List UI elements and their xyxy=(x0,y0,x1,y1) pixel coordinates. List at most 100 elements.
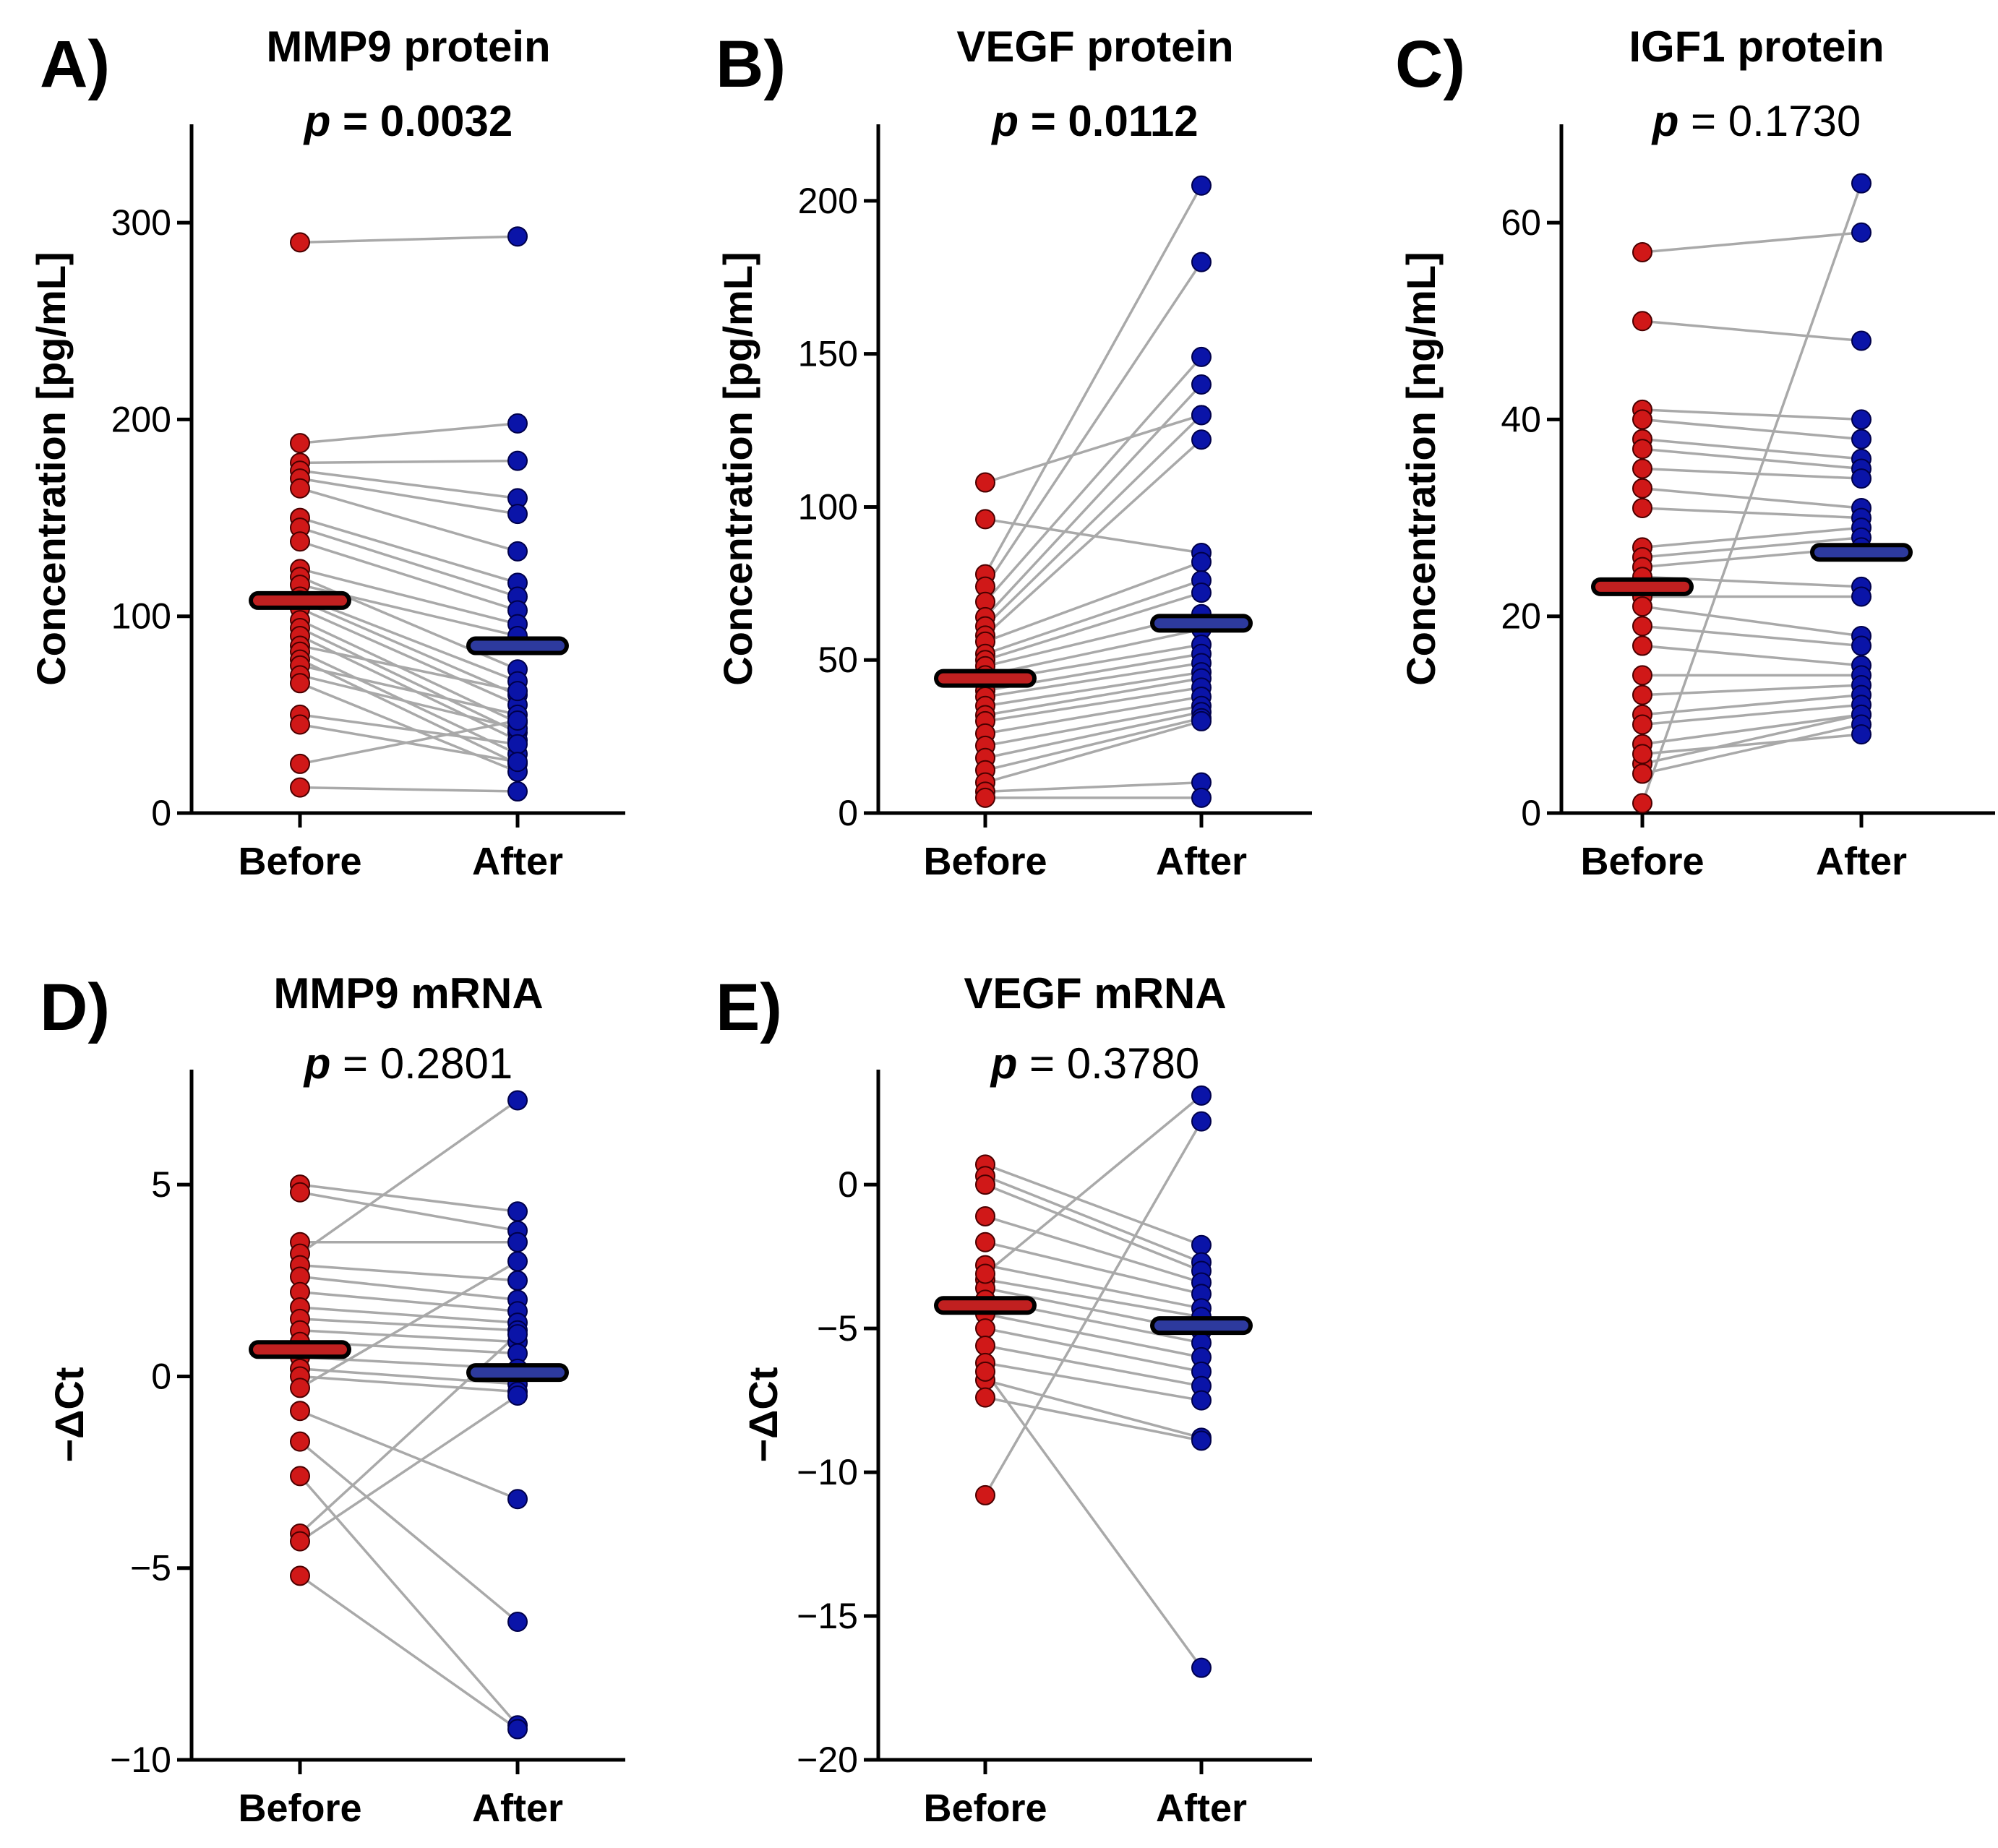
y-axis-label: −ΔCt xyxy=(740,1367,786,1462)
p-symbol: p xyxy=(303,1039,331,1088)
pair-connector-line xyxy=(299,599,518,697)
pair-connector-line xyxy=(985,1278,1202,1318)
y-tick-label: 0 xyxy=(1521,793,1541,833)
before-point xyxy=(290,777,310,798)
p-value: p = 0.2801 xyxy=(303,1039,513,1088)
before-point xyxy=(1632,439,1652,460)
after-point xyxy=(1191,1085,1212,1106)
pair-connector-line xyxy=(985,1362,1202,1402)
pair-connector-line xyxy=(299,422,518,444)
pair-connector-line xyxy=(985,710,1202,760)
after-point xyxy=(507,541,528,562)
p-symbol: p xyxy=(990,1039,1018,1088)
before-point xyxy=(290,673,310,694)
pair-connector-line xyxy=(299,627,518,734)
y-tick-label: −5 xyxy=(130,1548,171,1589)
pair-connector-line xyxy=(1642,418,1862,441)
y-tick-label: 100 xyxy=(798,486,858,527)
y-axis-label: Concentration [pg/mL] xyxy=(715,252,760,685)
after-point xyxy=(507,734,528,755)
pair-connector-line xyxy=(299,1329,518,1344)
after-point xyxy=(1191,1111,1212,1132)
before-point xyxy=(975,1336,995,1356)
pair-connector-line xyxy=(985,628,1202,677)
pair-connector-line xyxy=(985,561,1202,643)
panel-letter: E) xyxy=(716,971,782,1044)
y-tick-label: 5 xyxy=(151,1164,171,1205)
after-point xyxy=(1191,429,1212,450)
panel-d: D) MMP9 mRNA p = 0.2801 −ΔCt −10 −5 0 5 Before Af… xyxy=(40,969,625,1830)
before-point xyxy=(975,509,995,530)
panel-a: A) MMP9 protein p = 0.0032 Concentration [p… xyxy=(28,22,625,883)
pair-connector-line xyxy=(985,1327,1202,1373)
pair-connector-line xyxy=(985,413,1202,484)
before-point xyxy=(290,1466,310,1487)
pair-connector-line xyxy=(984,438,1203,637)
before-point xyxy=(290,1431,310,1452)
pair-connector-line xyxy=(985,781,1202,794)
pair-connector-line xyxy=(985,1163,1202,1247)
p-value-text: = 0.2801 xyxy=(330,1039,513,1088)
y-axis-label: Concentration [ng/mL] xyxy=(1398,252,1444,685)
p-value-text: = 0.1730 xyxy=(1678,97,1861,145)
before-point xyxy=(975,472,995,493)
before-point xyxy=(1632,763,1652,784)
pair-connector-line xyxy=(299,713,518,746)
pair-connector-line xyxy=(985,1263,1202,1310)
after-point xyxy=(507,1612,528,1632)
after-point xyxy=(1191,175,1212,196)
pair-connector-line xyxy=(984,414,1203,627)
pair-connector-line xyxy=(299,644,518,692)
x-category-label: Before xyxy=(238,840,361,883)
y-tick-label: 150 xyxy=(798,334,858,374)
pair-connector-line xyxy=(984,1120,1203,1496)
pair-connector-line xyxy=(299,1375,518,1393)
before-point xyxy=(975,1361,995,1382)
p-value-text: = 0.3780 xyxy=(1017,1039,1199,1088)
pair-connector-line xyxy=(299,459,518,465)
before-point xyxy=(290,232,310,253)
pair-connector-line xyxy=(984,184,1203,575)
before-point xyxy=(975,1206,995,1226)
pair-connector-line xyxy=(1642,713,1862,746)
pair-connector-line xyxy=(984,1094,1203,1275)
pair-connector-line xyxy=(299,526,518,598)
pair-connector-line xyxy=(299,1191,518,1232)
pair-connector-line xyxy=(299,1574,519,1730)
after-point xyxy=(507,1719,528,1740)
pair-connector-line xyxy=(1642,624,1862,648)
pair-connector-line xyxy=(299,1440,519,1623)
pair-connector-line xyxy=(1642,703,1862,726)
pair-connector-line xyxy=(985,720,1202,784)
after-point xyxy=(1191,374,1212,395)
before-point xyxy=(975,1318,995,1339)
before-point xyxy=(975,1263,995,1284)
pair-connector-line xyxy=(985,1215,1202,1284)
pair-connector-line xyxy=(299,682,518,773)
x-category-label: After xyxy=(1816,840,1907,883)
y-tick-label: 50 xyxy=(818,640,858,680)
panel-letter: D) xyxy=(40,971,110,1044)
pair-connector-line xyxy=(1642,713,1862,765)
after-point xyxy=(1851,468,1871,489)
before-point xyxy=(1632,616,1652,637)
pair-connector-line xyxy=(985,695,1202,735)
pair-connector-line xyxy=(299,516,518,585)
before-point xyxy=(1632,684,1652,705)
pair-connector-line xyxy=(985,716,1202,772)
y-tick-label: 40 xyxy=(1501,399,1541,439)
pair-connector-line xyxy=(1641,183,1863,804)
p-value-text: = 0.0032 xyxy=(330,97,513,145)
pair-connector-line xyxy=(984,261,1203,588)
before-point xyxy=(1632,478,1652,499)
after-point xyxy=(1191,710,1212,731)
after-point xyxy=(507,1201,528,1222)
pair-connector-line xyxy=(299,1306,518,1324)
pair-connector-line xyxy=(299,595,518,683)
before-point xyxy=(290,1378,310,1398)
x-category-label: After xyxy=(472,840,563,883)
pair-connector-line xyxy=(299,1183,518,1213)
before-point xyxy=(1632,409,1652,430)
after-point xyxy=(1191,1657,1212,1678)
pair-connector-line xyxy=(985,591,1202,661)
